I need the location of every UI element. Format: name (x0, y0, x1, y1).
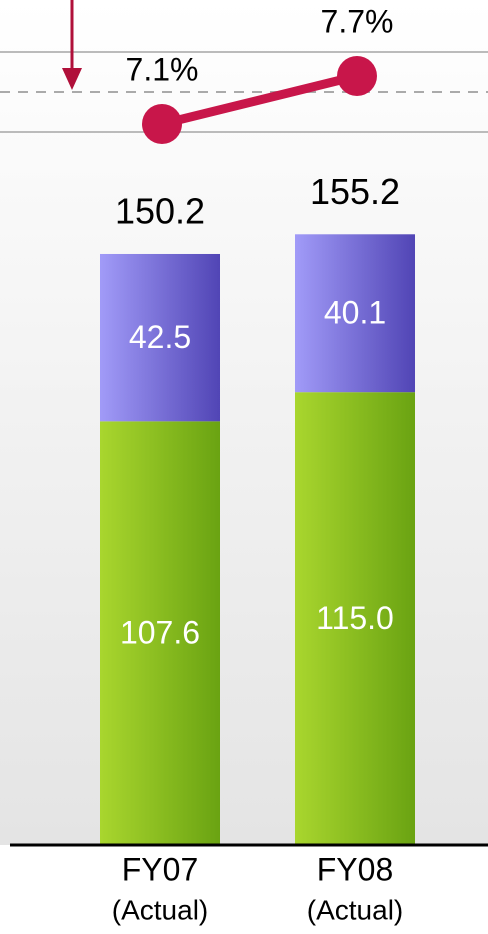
x-tick-sublabel: (Actual) (112, 894, 208, 925)
total-label: 155.2 (310, 171, 400, 212)
line-value-label: 7.1% (126, 51, 199, 87)
total-label: 150.2 (115, 190, 205, 231)
line-marker (337, 56, 377, 96)
bar-segment (100, 421, 220, 845)
line (160, 71, 359, 129)
bar-value-label: 42.5 (129, 319, 191, 355)
line-marker (142, 104, 182, 144)
bar-segment (295, 234, 415, 393)
bar-segment (100, 253, 220, 422)
arrow-head (62, 68, 82, 90)
bar-value-label: 107.6 (120, 615, 200, 651)
bar-value-label: 115.0 (316, 600, 394, 636)
bar-value-label: 40.1 (324, 295, 386, 331)
x-tick-sublabel: (Actual) (307, 894, 403, 925)
bar-segment (295, 392, 415, 845)
x-tick-label: FY07 (122, 851, 198, 887)
x-tick-label: FY08 (317, 851, 393, 887)
line-value-label: 7.7% (321, 3, 394, 39)
